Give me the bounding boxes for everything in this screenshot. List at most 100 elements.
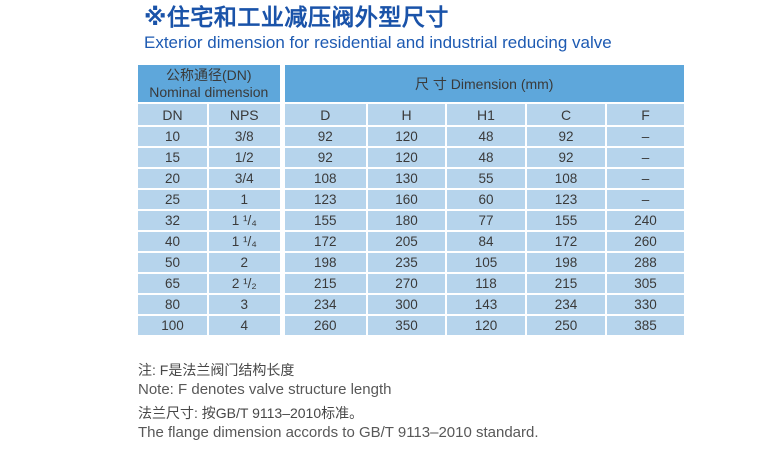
column-header-h: H [366,102,447,127]
table-cell-d: 92 [279,146,368,169]
table-cell-dn: 65 [136,272,209,295]
table-cell-h1: 143 [445,293,527,316]
table-cell-h: 300 [366,293,447,316]
table-cell-f: 288 [604,251,687,274]
table-cell-nps: 4 [207,314,283,337]
table-row: 10 3/8 92 120 48 92 – [136,125,687,148]
table-cell-h: 270 [366,272,447,295]
flange-note-zh: 法兰尺寸: 按GB/T 9113–2010标准。 [138,405,364,421]
table-cell-f: 305 [604,272,687,295]
table-cell-c: 123 [525,188,607,211]
table-row: 15 1/2 92 120 48 92 – [136,146,687,169]
table-cell-nps: 1 [207,188,283,211]
table-cell-d: 108 [279,167,368,190]
flange-note-en: The flange dimension accords to GB/T 911… [138,424,539,441]
table-cell-c: 92 [525,146,607,169]
table-cell-h1: 77 [445,209,527,232]
table-cell-c: 92 [525,125,607,148]
table-cell-nps: 2 ¹/₂ [207,272,283,295]
table-cell-h1: 105 [445,251,527,274]
column-header-h1: H1 [445,102,527,127]
table-cell-c: 250 [525,314,607,337]
group-header-nominal-zh: 公称通径(DN) [165,66,252,83]
table-cell-nps: 1/2 [207,146,283,169]
table-cell-f: – [604,125,687,148]
table-cell-nps: 3 [207,293,283,316]
table-body: 10 3/8 92 120 48 92 – 15 1/2 92 120 48 9… [136,125,687,337]
table-cell-dn: 50 [136,251,209,274]
table-cell-dn: 25 [136,188,209,211]
table-cell-d: 234 [279,293,368,316]
note-en: Note: F denotes valve structure length [138,381,392,398]
table-row: 32 1 ¹/₄ 155 180 77 155 240 [136,209,687,232]
table-cell-d: 123 [279,188,368,211]
table-cell-h1: 48 [445,146,527,169]
table-row: 50 2 198 235 105 198 288 [136,251,687,274]
table-row: 80 3 234 300 143 234 330 [136,293,687,316]
column-header-f: F [604,102,687,127]
group-header-nominal-en: Nominal dimension [149,83,269,100]
table-row: 65 2 ¹/₂ 215 270 118 215 305 [136,272,687,295]
table-cell-dn: 80 [136,293,209,316]
page-title-zh: ※住宅和工业减压阀外型尺寸 [144,4,449,30]
footer-notes: 注: F是法兰阀门结构长度 Note: F denotes valve stru… [138,361,539,442]
group-header-nominal: 公称通径(DN) Nominal dimension [136,63,283,104]
table-cell-h1: 48 [445,125,527,148]
table-cell-nps: 3/8 [207,125,283,148]
table-cell-c: 108 [525,167,607,190]
page-header: ※住宅和工业减压阀外型尺寸 Exterior dimension for res… [144,4,612,53]
table-cell-f: 330 [604,293,687,316]
table-cell-h: 160 [366,188,447,211]
table-cell-h: 235 [366,251,447,274]
table-cell-c: 172 [525,230,607,253]
column-header-d: D [279,102,368,127]
table-cell-c: 198 [525,251,607,274]
table-cell-h: 120 [366,125,447,148]
table-cell-d: 215 [279,272,368,295]
table-cell-f: – [604,167,687,190]
table-cell-dn: 40 [136,230,209,253]
table-cell-h1: 60 [445,188,527,211]
table-row: 40 1 ¹/₄ 172 205 84 172 260 [136,230,687,253]
table-cell-h1: 118 [445,272,527,295]
table-row: 100 4 260 350 120 250 385 [136,314,687,337]
table-cell-d: 92 [279,125,368,148]
table-cell-nps: 1 ¹/₄ [207,209,283,232]
page-title-en: Exterior dimension for residential and i… [144,33,612,52]
table-cell-c: 155 [525,209,607,232]
group-header-row: 公称通径(DN) Nominal dimension 尺 寸 Dimension… [136,63,687,104]
table-cell-d: 260 [279,314,368,337]
column-header-c: C [525,102,607,127]
table-row: 25 1 123 160 60 123 – [136,188,687,211]
table-cell-f: 240 [604,209,687,232]
table-cell-h1: 84 [445,230,527,253]
table-cell-d: 155 [279,209,368,232]
table-cell-h1: 55 [445,167,527,190]
table-cell-d: 172 [279,230,368,253]
table-cell-c: 234 [525,293,607,316]
table-cell-f: 385 [604,314,687,337]
column-header-row: DN NPS D H H1 C F [136,102,687,127]
note-zh: 注: F是法兰阀门结构长度 [138,362,295,378]
table-cell-dn: 15 [136,146,209,169]
table-cell-c: 215 [525,272,607,295]
table-cell-h: 350 [366,314,447,337]
table-cell-f: – [604,146,687,169]
column-header-dn: DN [136,102,209,127]
table-cell-f: 260 [604,230,687,253]
table-cell-nps: 3/4 [207,167,283,190]
table-cell-nps: 2 [207,251,283,274]
table-cell-dn: 20 [136,167,209,190]
table-cell-h1: 120 [445,314,527,337]
group-header-dimension: 尺 寸 Dimension (mm) [279,63,687,104]
table-row: 20 3/4 108 130 55 108 – [136,167,687,190]
dimension-table: 公称通径(DN) Nominal dimension 尺 寸 Dimension… [136,63,687,337]
table-cell-h: 180 [366,209,447,232]
dimension-table-wrap: 公称通径(DN) Nominal dimension 尺 寸 Dimension… [136,63,687,337]
table-cell-d: 198 [279,251,368,274]
table-cell-h: 130 [366,167,447,190]
column-header-nps: NPS [207,102,283,127]
table-cell-f: – [604,188,687,211]
table-cell-h: 205 [366,230,447,253]
